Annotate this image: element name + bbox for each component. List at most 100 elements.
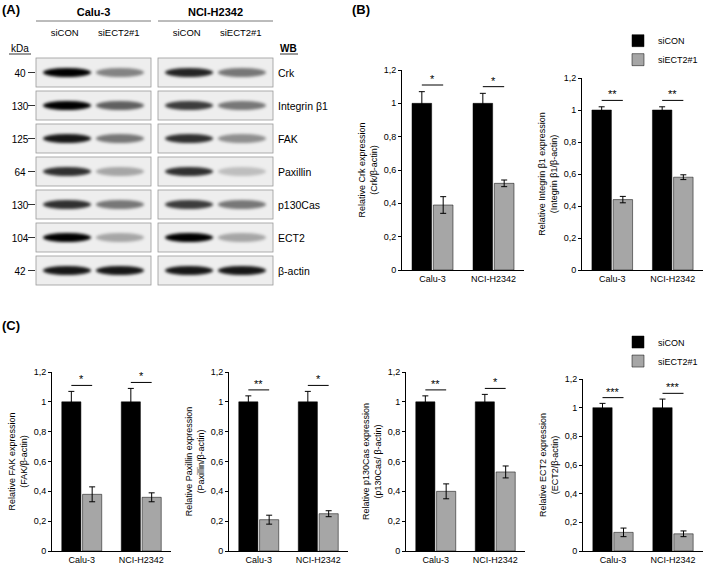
svg-text:Integrin β1: Integrin β1 xyxy=(278,100,328,112)
svg-text:*: * xyxy=(139,370,144,382)
svg-text:p130Cas: p130Cas xyxy=(278,199,320,211)
svg-text:1: 1 xyxy=(41,397,46,407)
svg-text:siECT2#1: siECT2#1 xyxy=(98,27,140,38)
svg-text:0,2: 0,2 xyxy=(34,516,47,526)
svg-text:Relative ECT2 expression(ECT2/: Relative ECT2 expression(ECT2/β-actin) xyxy=(538,413,560,517)
svg-text:Calu-3: Calu-3 xyxy=(77,6,111,18)
svg-text:siCON: siCON xyxy=(51,27,79,38)
svg-text:1: 1 xyxy=(571,105,576,115)
svg-text:siECT2#1: siECT2#1 xyxy=(220,27,262,38)
svg-text:42: 42 xyxy=(14,266,26,277)
svg-text:0,4: 0,4 xyxy=(565,489,578,499)
svg-text:0,6: 0,6 xyxy=(211,457,224,467)
svg-text:Calu-3: Calu-3 xyxy=(419,274,446,284)
svg-text:NCI-H2342: NCI-H2342 xyxy=(471,274,516,284)
svg-text:NCI-H2342: NCI-H2342 xyxy=(188,6,243,18)
svg-text:*: * xyxy=(493,376,498,388)
svg-text:FAK: FAK xyxy=(278,133,298,145)
svg-text:0: 0 xyxy=(41,546,46,556)
svg-text:1,2: 1,2 xyxy=(211,367,224,377)
svg-text:***: *** xyxy=(606,386,620,398)
svg-text:NCI-H2342: NCI-H2342 xyxy=(473,555,518,565)
svg-text:*: * xyxy=(491,75,496,87)
svg-text:*: * xyxy=(430,73,435,85)
svg-text:0,8: 0,8 xyxy=(34,427,47,437)
svg-text:NCI-H2342: NCI-H2342 xyxy=(650,274,695,284)
svg-text:siCON: siCON xyxy=(658,36,685,46)
svg-text:0: 0 xyxy=(572,546,577,556)
svg-text:0: 0 xyxy=(395,546,400,556)
svg-text:0,4: 0,4 xyxy=(388,486,401,496)
svg-text:NCI-H2342: NCI-H2342 xyxy=(296,555,341,565)
svg-text:1: 1 xyxy=(395,397,400,407)
svg-text:104: 104 xyxy=(12,233,29,244)
svg-text:Calu-3: Calu-3 xyxy=(68,555,95,565)
svg-text:0,6: 0,6 xyxy=(388,457,401,467)
svg-text:0,2: 0,2 xyxy=(565,517,578,527)
svg-text:0,2: 0,2 xyxy=(388,516,401,526)
svg-text:125: 125 xyxy=(12,134,29,145)
svg-text:40: 40 xyxy=(14,68,26,79)
svg-text:Calu-3: Calu-3 xyxy=(245,555,272,565)
svg-text:ECT2: ECT2 xyxy=(278,232,305,244)
svg-text:0,6: 0,6 xyxy=(384,165,397,175)
svg-text:0,2: 0,2 xyxy=(384,232,397,242)
svg-text:*: * xyxy=(316,373,321,385)
svg-text:Crk: Crk xyxy=(278,67,295,79)
svg-text:0,4: 0,4 xyxy=(34,486,47,496)
svg-text:1: 1 xyxy=(391,98,396,108)
svg-text:1: 1 xyxy=(572,403,577,413)
html-text:(B): (B) xyxy=(352,2,370,17)
svg-text:0,8: 0,8 xyxy=(564,137,577,147)
svg-text:0,6: 0,6 xyxy=(34,457,47,467)
svg-text:Relative Paxillin expression(P: Relative Paxillin expression(Paxillin/β-… xyxy=(184,407,206,517)
svg-text:Relative p130Cas expression(p1: Relative p130Cas expression(p130Cas/ β-a… xyxy=(361,403,383,520)
svg-text:Calu-3: Calu-3 xyxy=(422,555,449,565)
svg-text:0,8: 0,8 xyxy=(211,427,224,437)
svg-text:Relative FAK expression(FAK/β-: Relative FAK expression(FAK/β-actin) xyxy=(7,412,29,510)
svg-text:NCI-H2342: NCI-H2342 xyxy=(119,555,164,565)
svg-text:***: *** xyxy=(666,381,680,393)
svg-text:siCON: siCON xyxy=(658,338,685,348)
svg-text:0,8: 0,8 xyxy=(384,132,397,142)
svg-text:0,4: 0,4 xyxy=(211,486,224,496)
svg-text:WB: WB xyxy=(280,43,297,54)
svg-text:**: ** xyxy=(254,378,263,390)
svg-text:**: ** xyxy=(608,88,617,100)
svg-text:1,2: 1,2 xyxy=(388,367,401,377)
svg-text:0: 0 xyxy=(571,265,576,275)
svg-text:kDa: kDa xyxy=(11,43,29,54)
svg-text:β-actin: β-actin xyxy=(278,265,310,277)
svg-text:64: 64 xyxy=(14,167,26,178)
svg-text:siCON: siCON xyxy=(173,27,201,38)
svg-text:0,8: 0,8 xyxy=(388,427,401,437)
svg-text:0: 0 xyxy=(218,546,223,556)
svg-text:0,6: 0,6 xyxy=(565,460,578,470)
svg-text:0: 0 xyxy=(391,265,396,275)
svg-text:0,4: 0,4 xyxy=(564,201,577,211)
svg-text:0,8: 0,8 xyxy=(565,431,578,441)
svg-text:Relative Crk expression(Crk/β-: Relative Crk expression(Crk/β-actin) xyxy=(357,122,379,217)
html-text:(A): (A) xyxy=(2,2,20,17)
svg-text:**: ** xyxy=(668,88,677,100)
svg-text:Paxillin: Paxillin xyxy=(278,166,311,178)
svg-text:1,2: 1,2 xyxy=(565,374,578,384)
svg-text:0,4: 0,4 xyxy=(384,198,397,208)
svg-text:130: 130 xyxy=(12,101,29,112)
svg-text:Calu-3: Calu-3 xyxy=(600,555,627,565)
svg-text:Relative Integrin β1 expressio: Relative Integrin β1 expression(Integrin… xyxy=(537,112,559,236)
svg-text:1,2: 1,2 xyxy=(564,73,577,83)
svg-text:1,2: 1,2 xyxy=(34,367,47,377)
svg-text:1,2: 1,2 xyxy=(384,65,397,75)
svg-text:130: 130 xyxy=(12,200,29,211)
svg-text:1: 1 xyxy=(218,397,223,407)
svg-text:Calu-3: Calu-3 xyxy=(599,274,626,284)
svg-text:NCI-H2342: NCI-H2342 xyxy=(650,555,695,565)
svg-text:0,2: 0,2 xyxy=(211,516,224,526)
svg-text:siECT2#1: siECT2#1 xyxy=(658,55,698,65)
svg-text:0,6: 0,6 xyxy=(564,169,577,179)
svg-text:0,2: 0,2 xyxy=(564,233,577,243)
svg-text:siECT2#1: siECT2#1 xyxy=(658,357,698,367)
svg-text:**: ** xyxy=(431,378,440,390)
svg-text:*: * xyxy=(79,373,84,385)
